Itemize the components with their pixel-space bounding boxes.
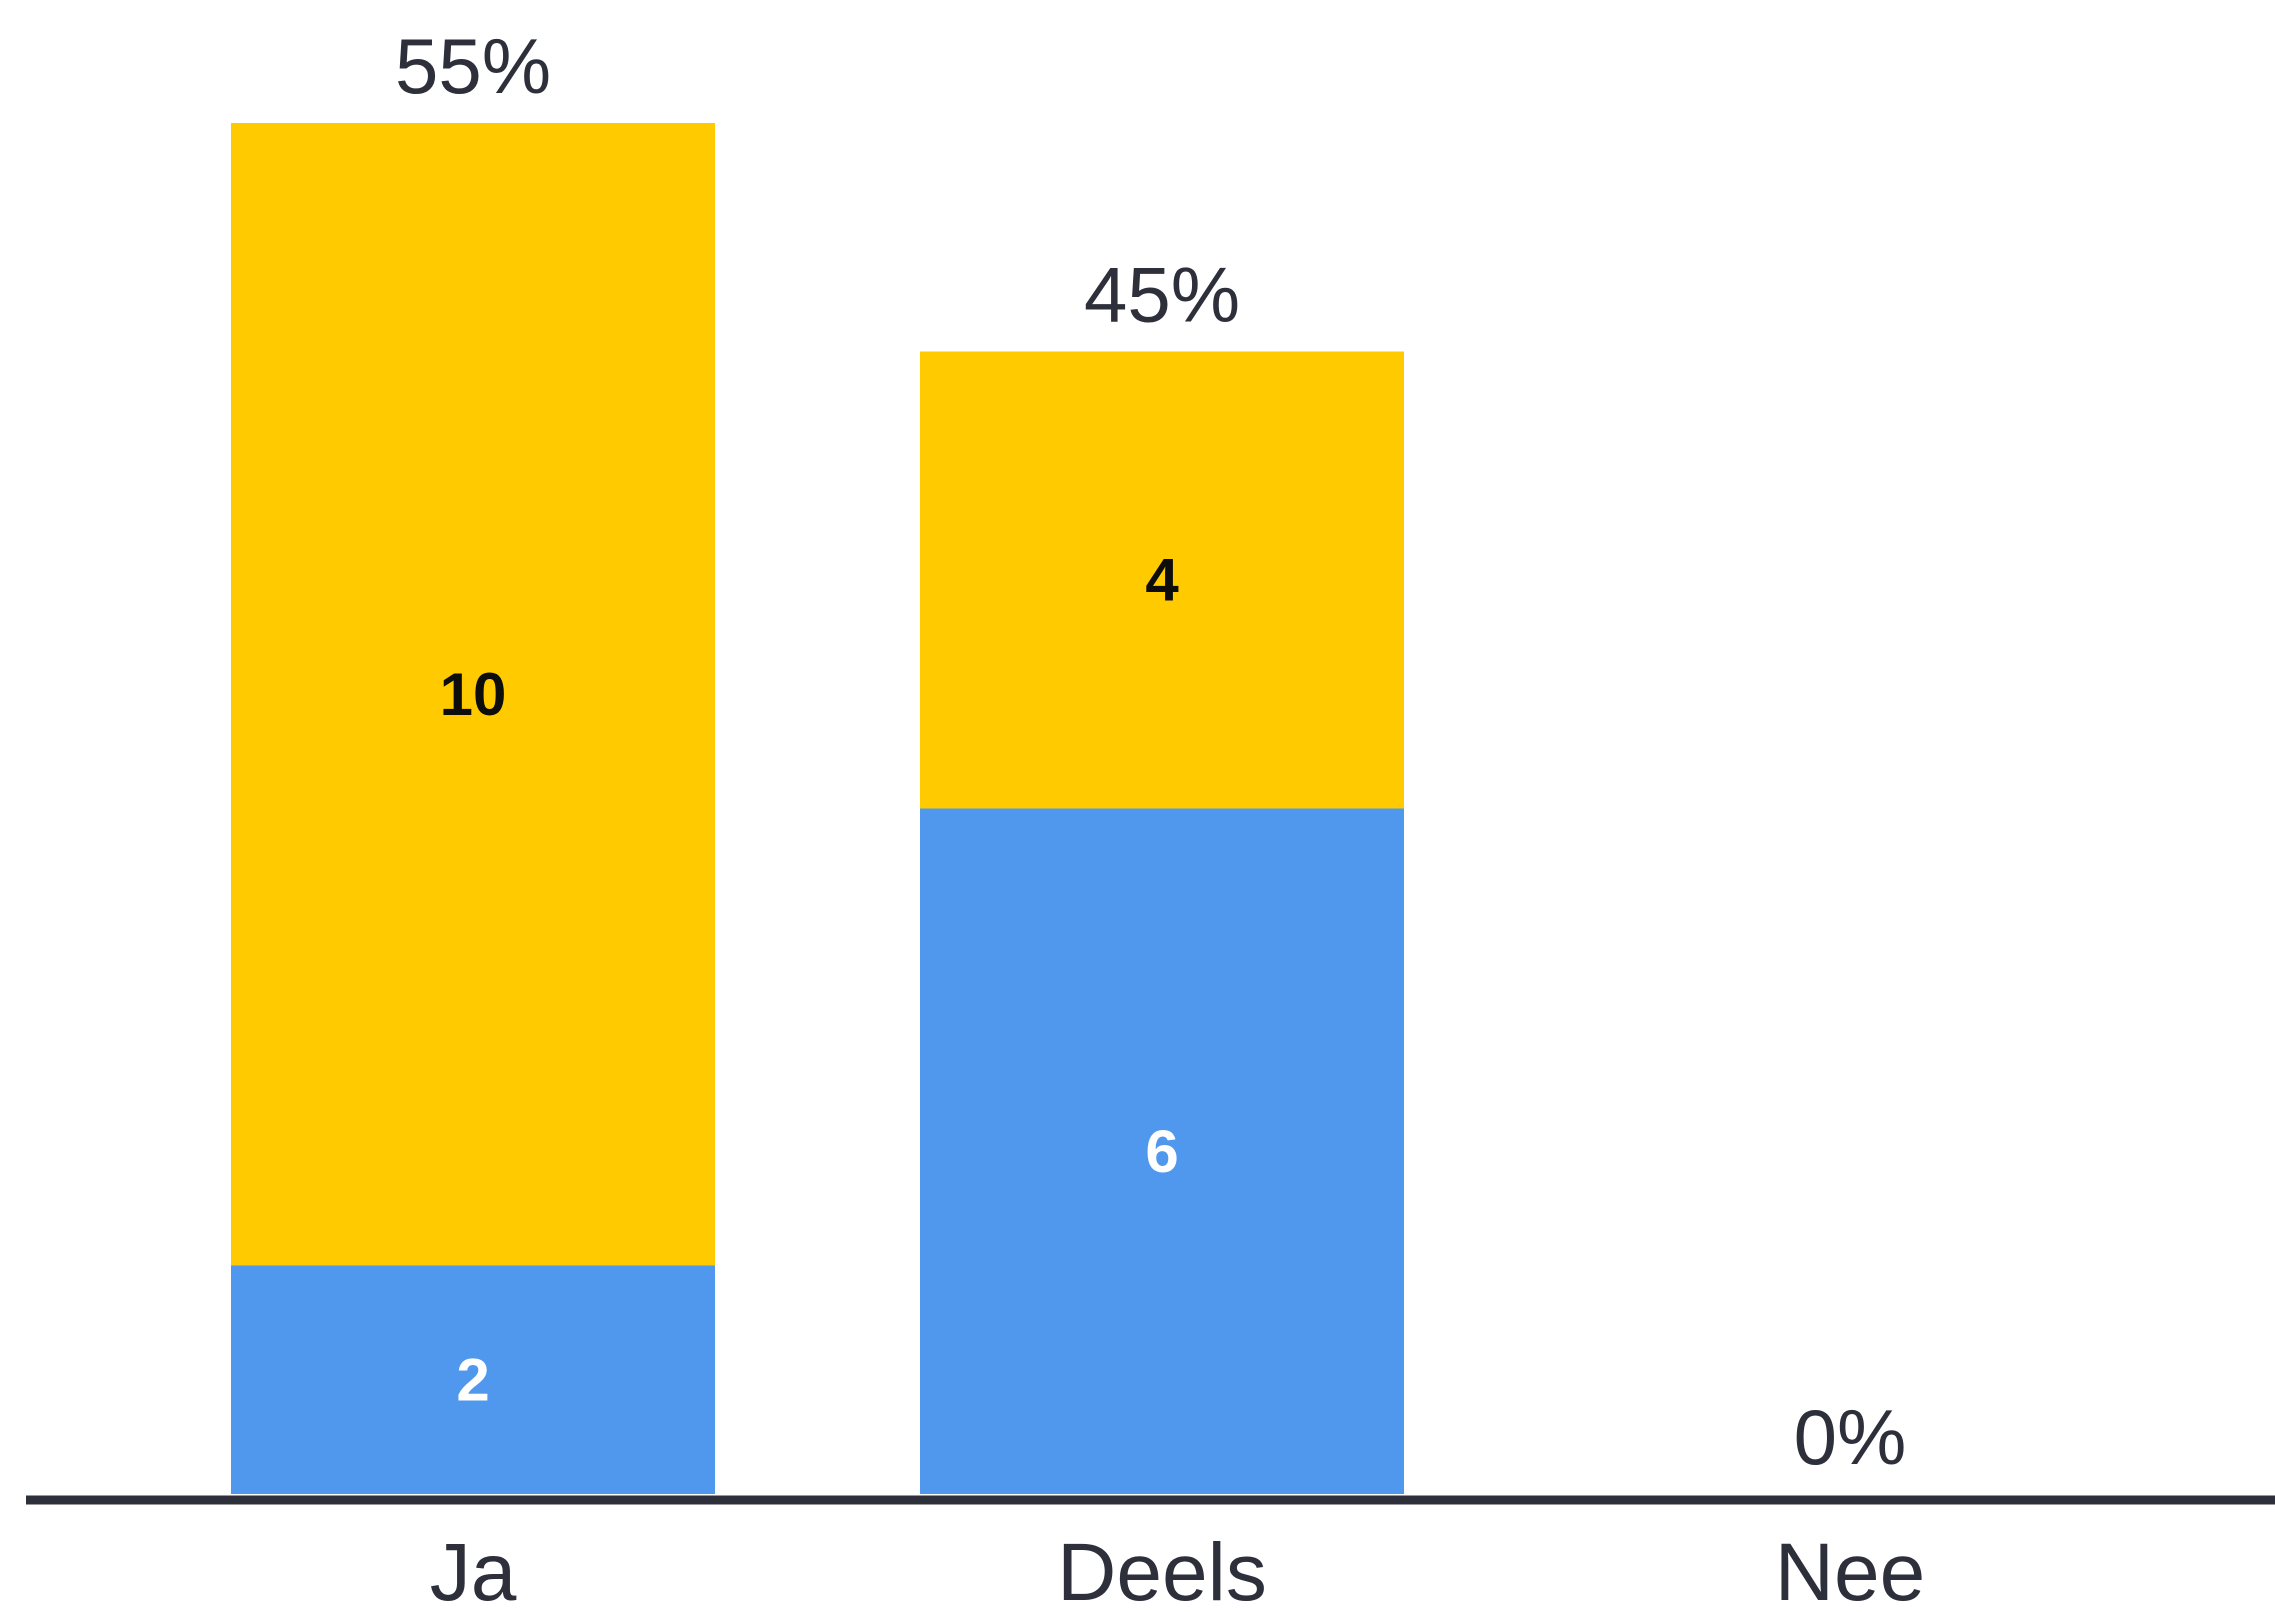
bar-segment-deels-1 (920, 351, 1404, 809)
segment-value-label: 10 (440, 661, 507, 728)
segment-labels-group: 2 10 6 4 (440, 547, 1180, 1414)
percent-labels-group: 55% 45% 0% (395, 22, 1906, 1481)
category-label: Ja (430, 1527, 517, 1612)
segment-value-label: 2 (456, 1346, 489, 1413)
bar-segment-deels-0 (920, 808, 1404, 1494)
bars-group (231, 123, 1404, 1494)
segment-value-label: 6 (1145, 1118, 1178, 1185)
percent-label: 55% (395, 22, 551, 110)
percent-label: 45% (1084, 251, 1240, 339)
segment-value-label: 4 (1145, 547, 1179, 614)
percent-label: 0% (1794, 1393, 1907, 1481)
bar-segment-ja-1 (231, 123, 715, 1266)
bar-segment-ja-0 (231, 1265, 715, 1494)
category-labels-group: Ja Deels Nee (430, 1527, 1926, 1612)
category-label: Nee (1775, 1527, 1925, 1612)
category-label: Deels (1057, 1527, 1267, 1612)
